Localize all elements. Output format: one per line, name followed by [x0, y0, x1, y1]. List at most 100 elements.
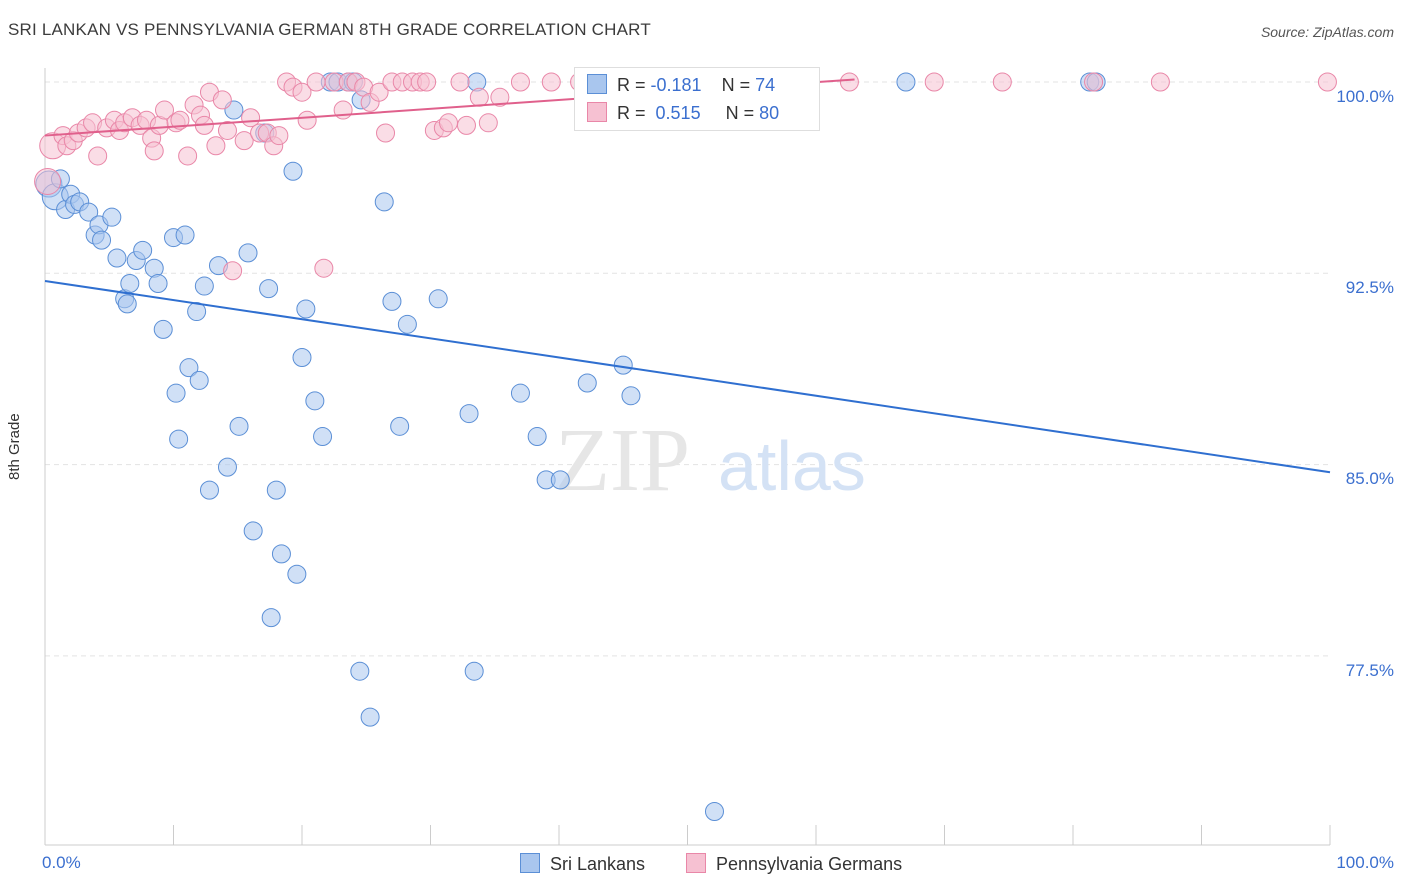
data-point [417, 72, 437, 92]
data-point [223, 261, 243, 281]
data-point [382, 291, 402, 311]
legend-n-label: N = [725, 103, 755, 123]
legend-r-value: -0.181 [650, 75, 702, 95]
legend-label: Pennsylvania Germans [716, 854, 903, 874]
data-point [271, 544, 291, 564]
data-point [305, 391, 325, 411]
data-point [166, 383, 186, 403]
data-point [450, 72, 470, 92]
data-point [153, 319, 173, 339]
data-point [510, 383, 530, 403]
watermark-atlas: atlas [718, 427, 866, 505]
data-point [194, 276, 214, 296]
data-point [541, 72, 561, 92]
data-point [924, 72, 944, 92]
legend-n-value: 74 [755, 75, 776, 95]
source-credit: Source: ZipAtlas.com [1260, 24, 1394, 40]
data-point [313, 427, 333, 447]
data-point [243, 521, 263, 541]
data-point [133, 240, 153, 260]
data-point [283, 161, 303, 181]
data-point [333, 100, 353, 120]
data-point [438, 113, 458, 133]
data-point [390, 416, 410, 436]
data-point [510, 72, 530, 92]
data-point [464, 661, 484, 681]
data-point [102, 207, 122, 227]
data-point [206, 136, 226, 156]
series-sri-lankans-points [35, 72, 1106, 821]
data-point [292, 347, 312, 367]
data-point [170, 110, 190, 130]
data-point [456, 115, 476, 135]
legend-n-label: N = [721, 75, 751, 95]
data-point [169, 429, 189, 449]
legend-row-pennsylvania-germans: R = 0.515 N = 80 [587, 102, 779, 126]
y-tick-label: 100.0% [1336, 87, 1394, 106]
data-point [478, 113, 498, 133]
data-point [350, 661, 370, 681]
data-point [144, 141, 164, 161]
data-point [217, 120, 237, 140]
data-point [369, 82, 389, 102]
data-point [306, 72, 326, 92]
data-point [179, 358, 199, 378]
data-point [178, 146, 198, 166]
data-point [374, 192, 394, 212]
data-point [1150, 72, 1170, 92]
watermark: ZIP atlas [555, 411, 866, 510]
y-axis-label: 8th Grade [6, 413, 23, 480]
legend-item-sri-lankans: Sri Lankans [520, 853, 645, 875]
data-point [229, 416, 249, 436]
data-point [704, 801, 724, 821]
x-tick-label-min: 0.0% [42, 853, 81, 872]
data-point [314, 258, 334, 278]
data-point [469, 87, 489, 107]
legend-swatch-blue [587, 74, 607, 94]
data-point [287, 564, 307, 584]
data-point [175, 225, 195, 245]
data-point [266, 480, 286, 500]
data-point [550, 470, 570, 490]
legend-swatch-pink [686, 853, 706, 873]
chart-title: SRI LANKAN VS PENNSYLVANIA GERMAN 8TH GR… [8, 20, 651, 39]
data-point [88, 146, 108, 166]
data-point [79, 202, 99, 222]
data-point [234, 131, 254, 151]
legend-r-label: R = [617, 75, 646, 95]
data-point [1084, 72, 1104, 92]
data-point [360, 707, 380, 727]
watermark-zip: ZIP [555, 411, 690, 510]
data-point [199, 480, 219, 500]
data-point [397, 314, 417, 334]
legend-swatch-blue [520, 853, 540, 873]
data-point [217, 457, 237, 477]
data-point [839, 72, 859, 92]
data-point [148, 274, 168, 294]
legend-n-value: 80 [759, 103, 780, 123]
data-point [238, 243, 258, 263]
data-point [34, 167, 62, 195]
data-point [117, 294, 137, 314]
data-point [376, 123, 396, 143]
data-point [92, 230, 112, 250]
data-point [992, 72, 1012, 92]
data-point [292, 82, 312, 102]
data-point [261, 608, 281, 628]
data-point [269, 126, 289, 146]
data-point [428, 289, 448, 309]
legend-label: Sri Lankans [550, 854, 646, 874]
data-point [490, 87, 510, 107]
data-point [296, 299, 316, 319]
legend-r-label: R = [617, 103, 646, 123]
legend-row-sri-lankans: R = -0.181 N = 74 [587, 74, 775, 98]
y-tick-label: 77.5% [1345, 661, 1394, 680]
legend-r-value: 0.515 [655, 103, 701, 123]
data-point [155, 100, 175, 120]
data-point [189, 370, 209, 390]
y-tick-label: 85.0% [1345, 469, 1394, 488]
x-tick-label-max: 100.0% [1336, 853, 1394, 872]
data-point [212, 90, 232, 110]
data-point [527, 427, 547, 447]
